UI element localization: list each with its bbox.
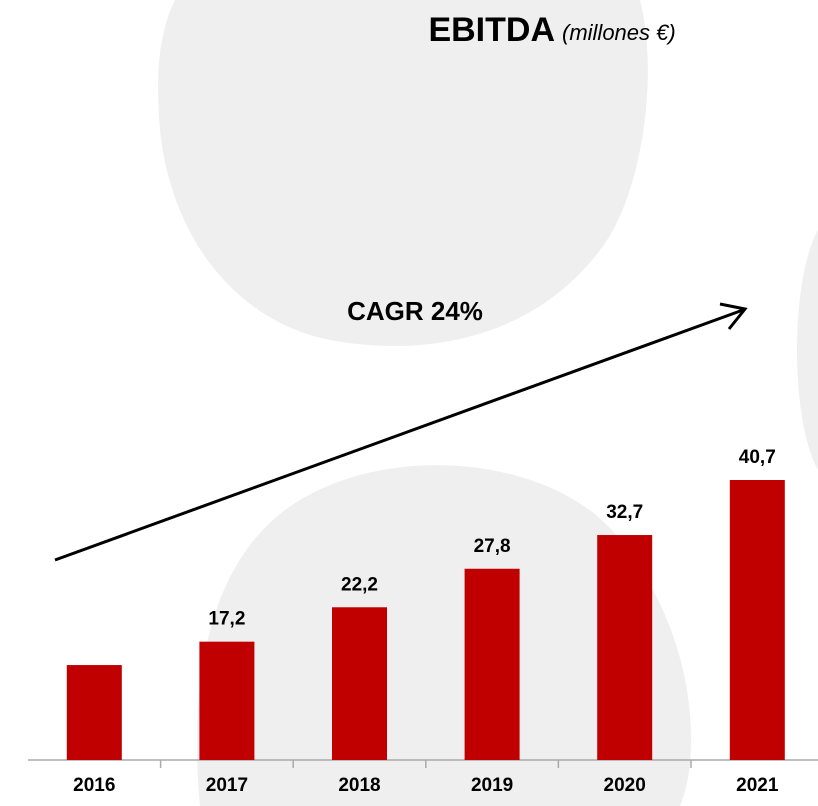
bar bbox=[332, 607, 387, 760]
trend-arrow bbox=[54, 308, 744, 562]
background-shape bbox=[196, 465, 692, 806]
x-tick-label: 2018 bbox=[338, 775, 380, 796]
value-label: 22,2 bbox=[341, 574, 378, 595]
background-shape bbox=[797, 230, 818, 470]
x-tick-label: 2019 bbox=[471, 775, 513, 796]
chart-title: EBITDA bbox=[428, 11, 555, 49]
bar bbox=[729, 480, 785, 760]
x-tick-label: 2020 bbox=[604, 775, 646, 796]
bar bbox=[464, 568, 520, 760]
chart-subtitle: (millones €) bbox=[562, 20, 676, 45]
x-tick-label: 2016 bbox=[73, 775, 115, 796]
arrow-head bbox=[719, 302, 748, 330]
value-label: 27,8 bbox=[474, 536, 511, 557]
x-tick-label: 2021 bbox=[736, 775, 779, 796]
bar bbox=[199, 641, 255, 760]
x-tick-label: 2017 bbox=[206, 775, 248, 796]
background-shape bbox=[158, 0, 648, 346]
value-label: 32,7 bbox=[606, 502, 643, 523]
value-label: 40,7 bbox=[739, 447, 776, 468]
annotation: CAGR 24% bbox=[347, 296, 483, 326]
bar bbox=[597, 535, 653, 760]
value-label: 17,2 bbox=[208, 609, 245, 630]
bar bbox=[66, 665, 122, 760]
